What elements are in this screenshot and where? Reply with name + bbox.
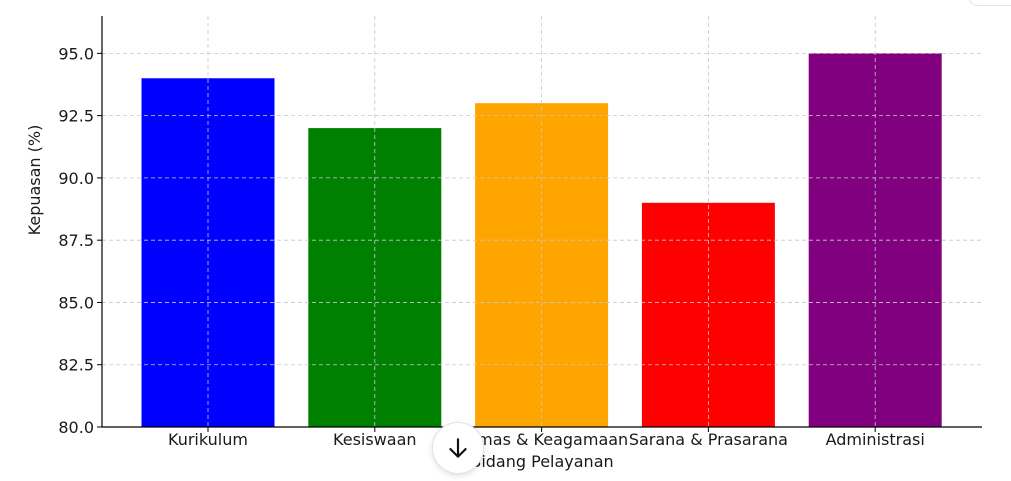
grid-lines [102, 16, 982, 428]
x-tick-label: Kurikulum [168, 430, 248, 449]
x-tick-label: Kesiswaan [333, 430, 417, 449]
x-axis-title: Bidang Pelayanan [470, 452, 613, 471]
y-axis-title: Kepuasan (%) [25, 125, 44, 236]
x-tick-label: Administrasi [826, 430, 925, 449]
x-tick-labels: Kurikulum Kesiswaan Humas & Keagamaan Saran… [168, 427, 925, 449]
x-tick-label: Humas & Keagamaan [455, 430, 628, 449]
corner-pill [968, 0, 1011, 6]
y-tick-label: 87.5 [58, 231, 94, 250]
scroll-down-button[interactable] [432, 422, 484, 474]
y-tick-label: 92.5 [58, 107, 94, 126]
y-tick-labels: 80.0 82.5 85.0 87.5 90.0 92.5 95.0 [58, 44, 102, 437]
arrow-down-icon [449, 438, 467, 458]
y-tick-label: 95.0 [58, 44, 94, 63]
x-tick-label: Sarana & Prasarana [629, 430, 788, 449]
y-tick-label: 80.0 [58, 418, 94, 437]
y-tick-label: 85.0 [58, 293, 94, 312]
y-tick-label: 82.5 [58, 356, 94, 375]
y-tick-label: 90.0 [58, 169, 94, 188]
